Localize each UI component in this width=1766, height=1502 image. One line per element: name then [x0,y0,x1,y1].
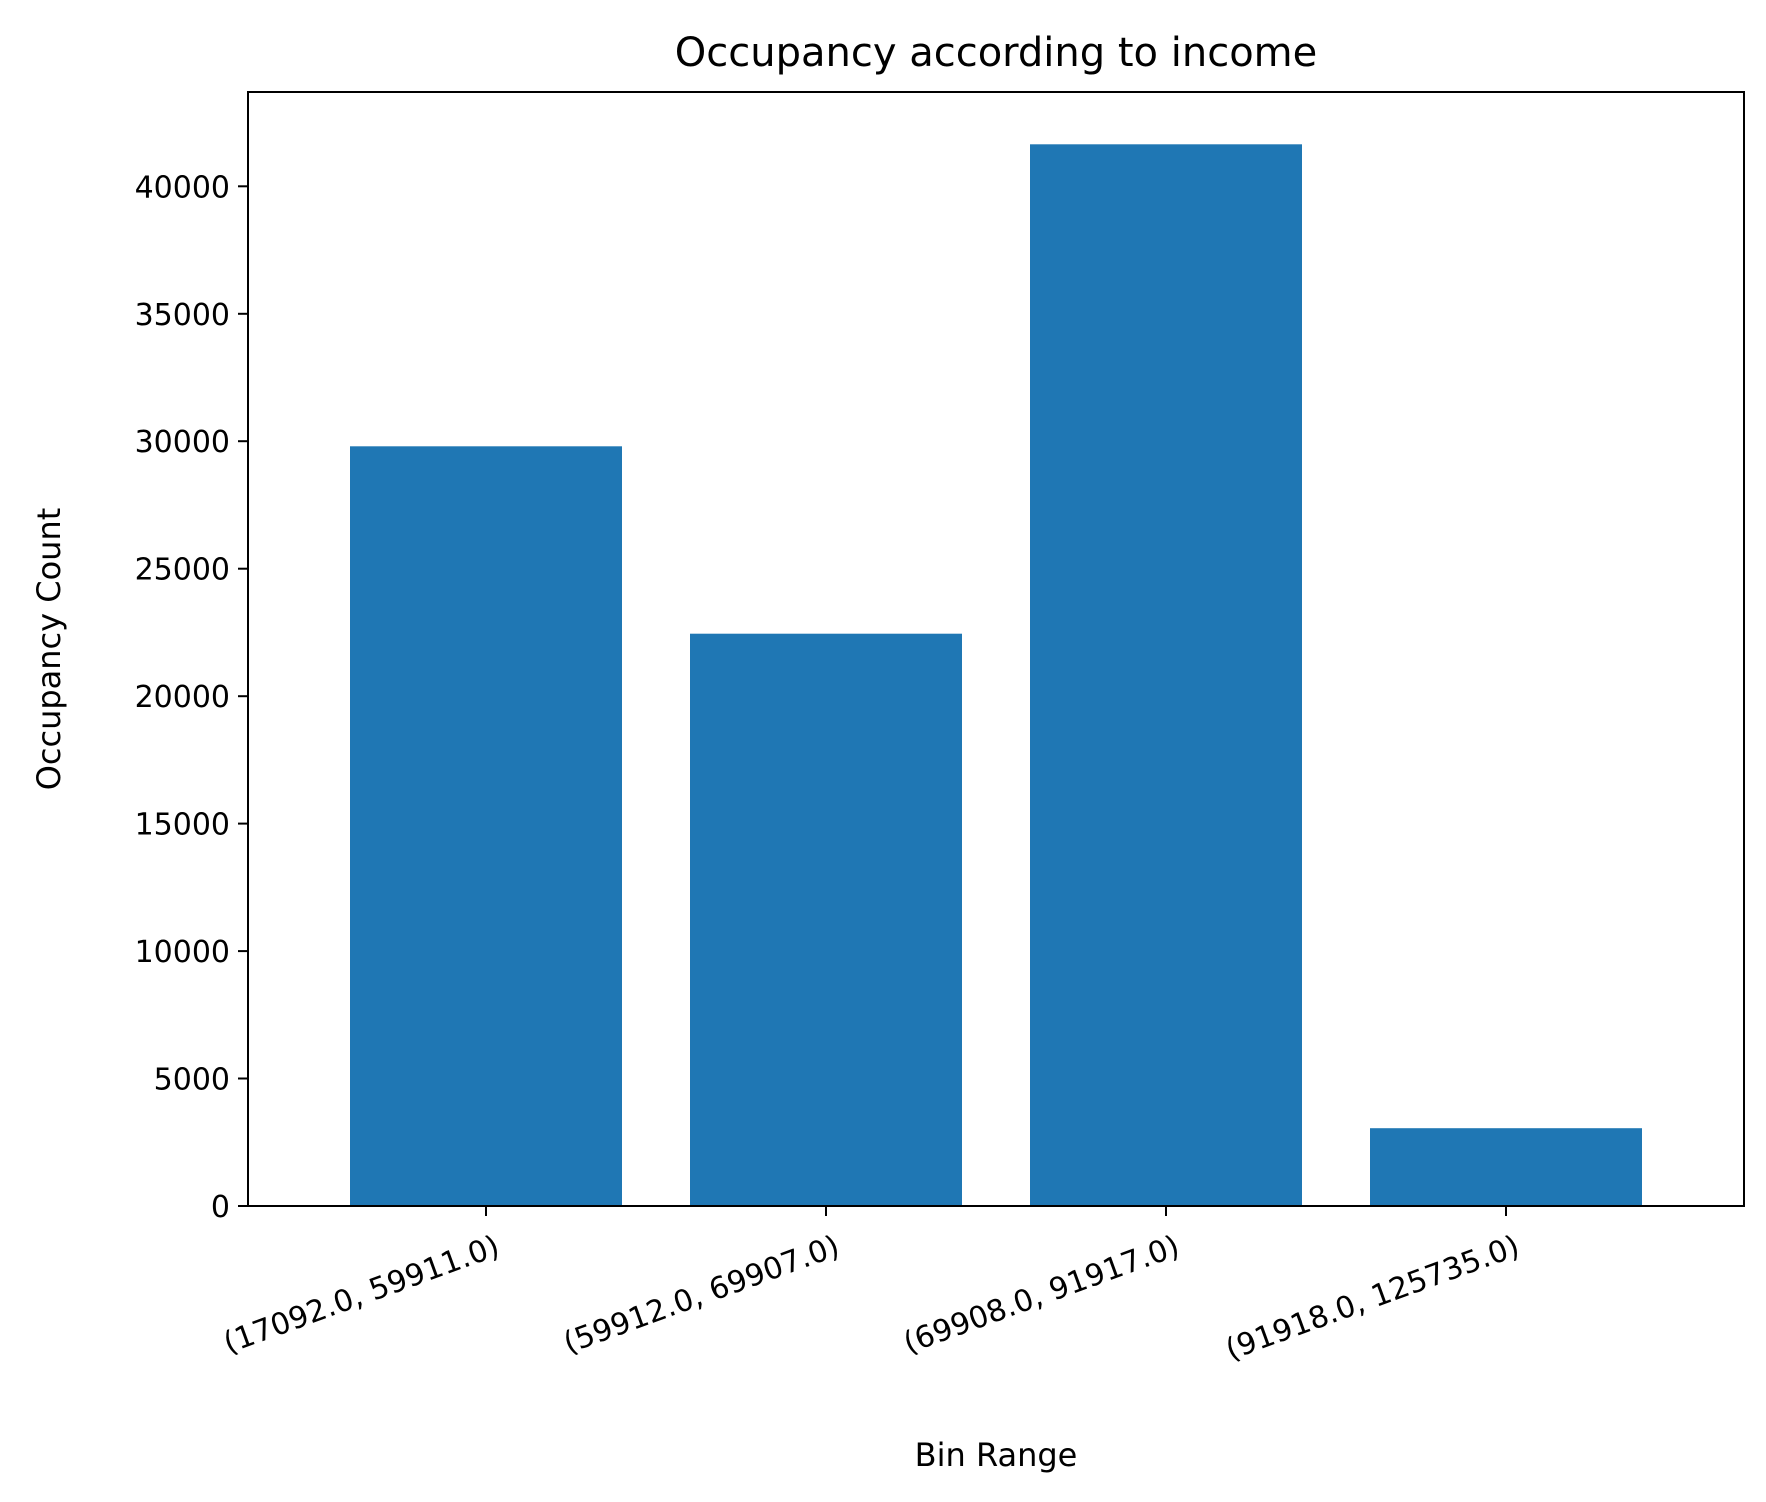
y-tick-label: 30000 [135,425,230,460]
y-tick-label: 25000 [135,553,230,588]
chart-title: Occupancy according to income [675,30,1318,76]
bar-3 [1030,144,1302,1206]
bars-group [350,144,1642,1206]
x-axis-label: Bin Range [915,1436,1078,1474]
y-tick-label: 15000 [135,808,230,843]
y-tick-label: 10000 [135,935,230,970]
bar-1 [350,446,622,1206]
y-tick-label: 35000 [135,298,230,333]
y-tick-label: 40000 [135,170,230,205]
bar-4 [1370,1128,1642,1206]
y-tick-label: 5000 [154,1063,230,1098]
y-tick-label: 0 [211,1190,230,1225]
y-tick-label: 20000 [135,680,230,715]
y-axis-ticks: 0 5000 10000 15000 20000 25000 30000 35000 40000 [135,170,248,1225]
bar-2 [690,633,962,1206]
axes-frame [247,91,1745,1207]
y-axis-label: Occupancy Count [30,508,68,791]
